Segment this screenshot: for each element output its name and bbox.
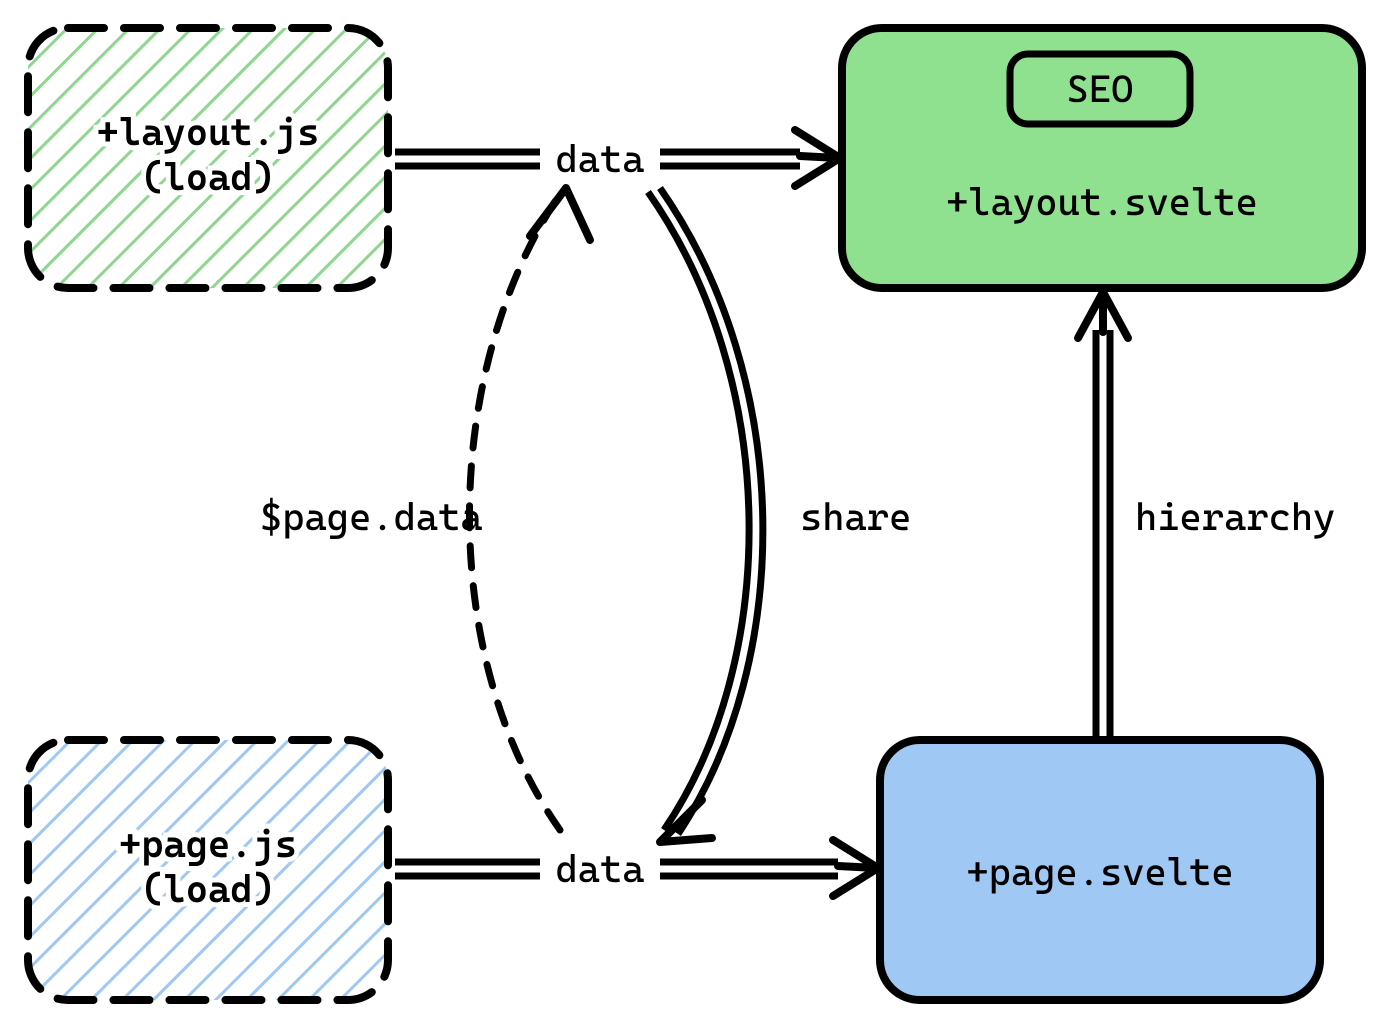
node-page-svelte: +page.svelte (880, 740, 1320, 1000)
node-layout-js: +layout.js (load) +layout.js (load) (28, 28, 388, 288)
edge-data-top: data (395, 130, 840, 186)
label-edge-data-top: data (555, 137, 644, 181)
label-edge-share: share (800, 495, 911, 539)
node-page-js: +page.js (load) +page.js (load) (28, 740, 388, 1000)
label-page-js-1: +page.js (119, 822, 297, 866)
edge-hierarchy: hierarchy (1078, 292, 1335, 738)
halo-layout-js-2: (load) (141, 155, 275, 199)
node-layout-svelte: SEO +layout.svelte (842, 28, 1362, 288)
label-edge-data-bottom: data (555, 847, 644, 891)
label-seo: SEO (1067, 67, 1134, 111)
badge-seo: SEO (1010, 54, 1190, 124)
label-layout-svelte: +layout.svelte (946, 180, 1258, 224)
label-edge-hierarchy: hierarchy (1135, 495, 1335, 539)
label-page-svelte: +page.svelte (966, 850, 1233, 894)
label-edge-page-data: $page.data (260, 495, 483, 539)
edge-data-bottom: data (395, 840, 878, 896)
halo-layout-js-1: +layout.js (97, 110, 320, 154)
label-page-js-2: (load) (141, 867, 275, 911)
